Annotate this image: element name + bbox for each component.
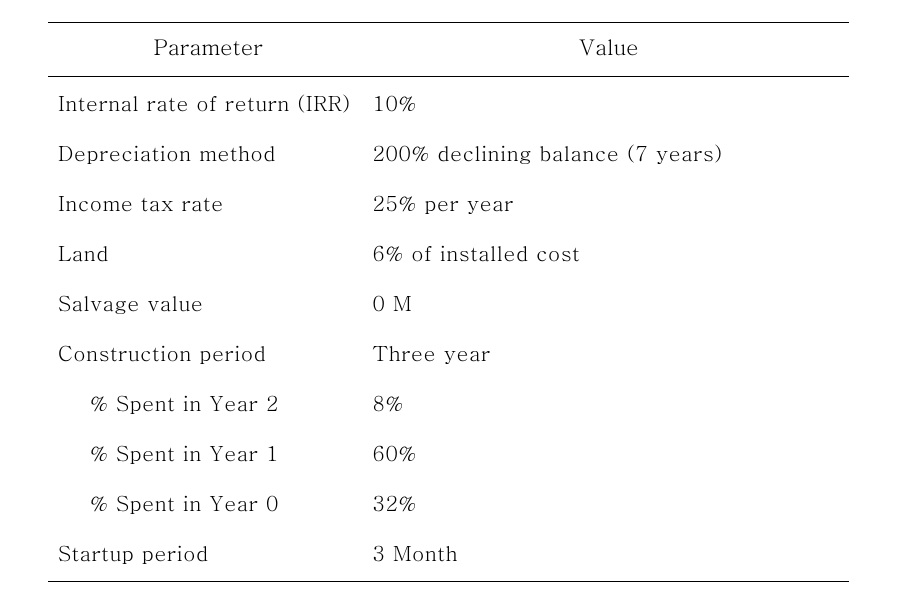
page-container: Parameter Value Internal rate of return …: [0, 0, 897, 604]
table-row: Income tax rate 25% per year: [48, 177, 849, 227]
param-cell: Internal rate of return (IRR): [48, 77, 368, 128]
table-body: Internal rate of return (IRR) 10% Deprec…: [48, 77, 849, 582]
table-row: Construction period Three year: [48, 327, 849, 377]
param-cell: Land: [48, 227, 368, 277]
param-cell-indent: % Spent in Year 2: [48, 377, 368, 427]
param-cell: Depreciation method: [48, 127, 368, 177]
value-cell: 200% declining balance (7 years): [368, 127, 849, 177]
value-cell: 0 M: [368, 277, 849, 327]
value-cell: 6% of installed cost: [368, 227, 849, 277]
param-cell: Construction period: [48, 327, 368, 377]
value-cell: 60%: [368, 427, 849, 477]
param-cell-indent: % Spent in Year 0: [48, 477, 368, 527]
value-cell: 25% per year: [368, 177, 849, 227]
table-row: % Spent in Year 0 32%: [48, 477, 849, 527]
param-cell: Income tax rate: [48, 177, 368, 227]
table-row: Internal rate of return (IRR) 10%: [48, 77, 849, 128]
table-row: Salvage value 0 M: [48, 277, 849, 327]
table-row: % Spent in Year 2 8%: [48, 377, 849, 427]
value-cell: Three year: [368, 327, 849, 377]
value-cell: 32%: [368, 477, 849, 527]
table-row: % Spent in Year 1 60%: [48, 427, 849, 477]
table-row: Land 6% of installed cost: [48, 227, 849, 277]
value-cell: 8%: [368, 377, 849, 427]
header-parameter: Parameter: [48, 23, 368, 77]
value-cell: 3 Month: [368, 527, 849, 582]
parameters-table: Parameter Value Internal rate of return …: [48, 22, 849, 582]
table-row: Depreciation method 200% declining balan…: [48, 127, 849, 177]
param-cell-indent: % Spent in Year 1: [48, 427, 368, 477]
header-value: Value: [368, 23, 849, 77]
param-cell: Salvage value: [48, 277, 368, 327]
value-cell: 10%: [368, 77, 849, 128]
param-cell: Startup period: [48, 527, 368, 582]
table-header-row: Parameter Value: [48, 23, 849, 77]
table-row: Startup period 3 Month: [48, 527, 849, 582]
